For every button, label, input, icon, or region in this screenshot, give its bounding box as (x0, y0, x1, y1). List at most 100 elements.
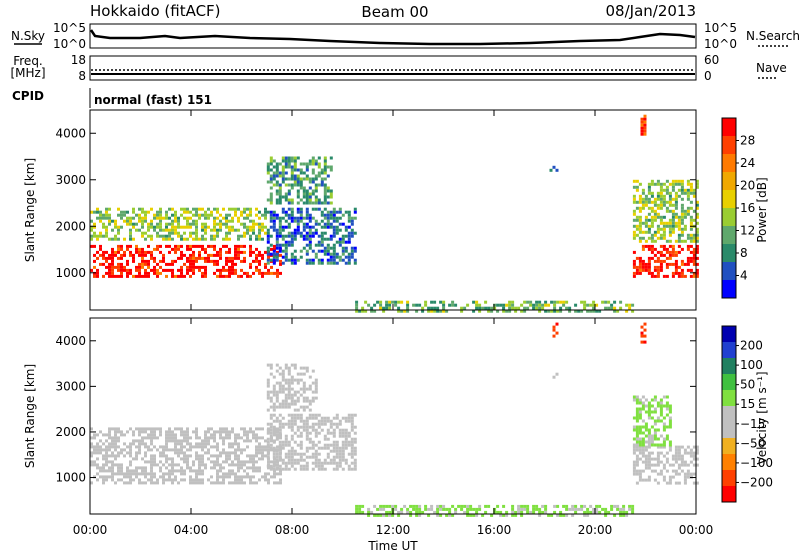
power-cell (677, 236, 681, 240)
power-colorbar-segment (722, 226, 736, 245)
velocity-cell (335, 461, 339, 465)
velocity-cell (541, 504, 545, 508)
power-cell (129, 237, 132, 241)
power-cell (132, 225, 135, 229)
velocity-cell (108, 475, 111, 479)
power-cell (353, 216, 357, 220)
velocity-cell (689, 448, 693, 452)
power-cell (216, 207, 219, 211)
velocity-cell (114, 463, 117, 467)
velocity-cell (517, 510, 521, 514)
cpid-label: CPID (12, 89, 44, 103)
power-cell (284, 246, 288, 250)
power-cell (293, 228, 297, 232)
velocity-cell (266, 440, 270, 444)
velocity-cell (177, 439, 180, 443)
velocity-cell (219, 481, 222, 485)
velocity-cell (141, 472, 144, 476)
velocity-cell (305, 419, 309, 423)
velocity-cell (635, 443, 639, 447)
power-cell (228, 237, 231, 241)
velocity-cell (284, 366, 288, 370)
velocity-cell (451, 513, 455, 517)
velocity-cell (406, 507, 410, 511)
velocity-cell (338, 449, 342, 453)
velocity-cell (341, 434, 345, 438)
velocity-cell (317, 419, 321, 423)
velocity-cell (135, 466, 138, 470)
velocity-cell (604, 513, 608, 517)
power-cell (126, 274, 129, 278)
power-cell (659, 244, 663, 248)
power-cell (680, 188, 684, 192)
power-cell (144, 237, 147, 241)
power-cell (326, 201, 330, 205)
power-cell (451, 300, 455, 304)
power-cell (135, 265, 138, 269)
power-cell (689, 244, 693, 248)
velocity-cell (647, 404, 651, 408)
velocity-cell (544, 507, 548, 511)
power-cell (677, 182, 681, 186)
velocity-cell (222, 442, 225, 446)
power-cell (270, 247, 273, 251)
velocity-cell (129, 478, 132, 482)
power-cell (213, 237, 216, 241)
velocity-cell (201, 472, 204, 476)
velocity-cell (222, 472, 225, 476)
power-cell (547, 303, 551, 307)
power-cell (638, 209, 642, 213)
velocity-cell (150, 463, 153, 467)
power-cell (344, 225, 348, 229)
power-cell (93, 265, 96, 269)
velocity-cell (640, 331, 644, 335)
velocity-cell (320, 467, 324, 471)
power-cell (361, 309, 365, 313)
power-cell (320, 261, 324, 265)
velocity-cell (653, 469, 657, 473)
power-cell (147, 259, 150, 263)
velocity-cell (210, 436, 213, 440)
velocity-region (266, 413, 357, 471)
velocity-cell (299, 413, 303, 417)
velocity-cell (287, 425, 291, 429)
power-cell (439, 300, 443, 304)
power-cell (264, 271, 267, 275)
velocity-cell (269, 431, 273, 435)
power-cell (195, 210, 198, 214)
velocity-cell (632, 428, 636, 432)
power-cell (141, 210, 144, 214)
velocity-cell (583, 513, 587, 517)
power-cell (641, 236, 645, 240)
velocity-cell (177, 481, 180, 485)
power-cell (284, 225, 288, 229)
power-cell (258, 268, 261, 272)
velocity-cell (341, 446, 345, 450)
velocity-cell (228, 472, 231, 476)
power-cell (219, 253, 222, 257)
power-cell (296, 177, 300, 181)
velocity-cell (299, 425, 303, 429)
velocity-cell (674, 451, 678, 455)
velocity-cell (305, 467, 309, 471)
power-cell (210, 228, 213, 232)
velocity-cell (138, 445, 141, 449)
velocity-cell (311, 461, 315, 465)
power-cell (180, 265, 183, 269)
power-cell (305, 252, 309, 256)
velocity-cell (198, 469, 201, 473)
power-cell (171, 262, 174, 266)
velocity-cell (338, 419, 342, 423)
power-cell (335, 228, 339, 232)
power-cell (255, 237, 258, 241)
power-cell (162, 228, 165, 232)
power-cell (656, 250, 660, 254)
power-cell (195, 219, 198, 223)
power-cell (147, 234, 150, 238)
velocity-cell (311, 396, 315, 400)
power-cell (213, 234, 216, 238)
velocity-cell (394, 504, 398, 508)
power-cell (156, 210, 159, 214)
power-cell (249, 225, 252, 229)
